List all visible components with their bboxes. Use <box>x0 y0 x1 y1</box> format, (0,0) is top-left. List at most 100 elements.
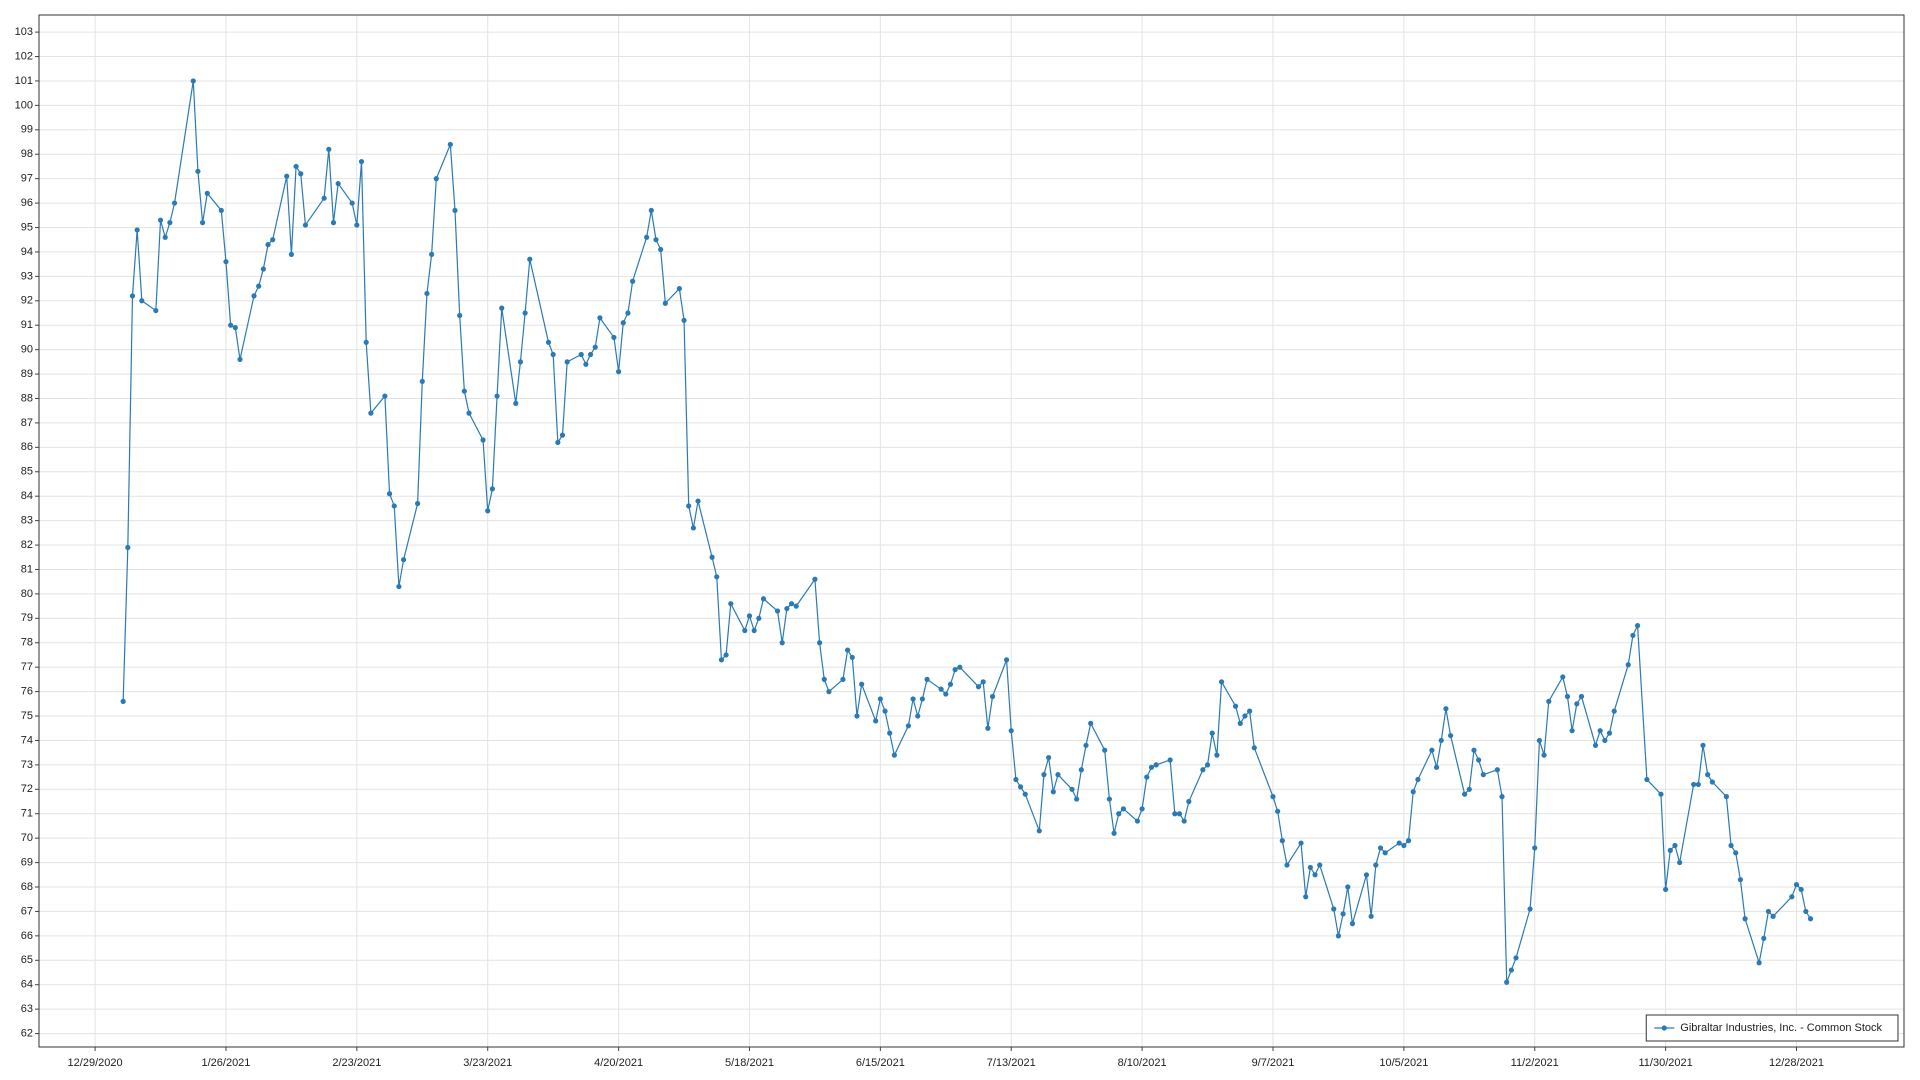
data-point <box>1793 881 1800 888</box>
data-point <box>1705 772 1711 778</box>
data-point <box>321 195 327 201</box>
y-tick-label: 84 <box>21 490 33 502</box>
data-point <box>630 278 636 284</box>
data-point <box>256 283 262 289</box>
data-point <box>195 168 201 174</box>
data-point <box>485 508 491 514</box>
y-tick-label: 80 <box>21 588 33 600</box>
data-point <box>1144 774 1150 780</box>
data-point <box>1368 913 1374 919</box>
y-tick-label: 85 <box>21 466 33 478</box>
data-point <box>162 234 168 240</box>
data-point <box>1120 806 1127 812</box>
data-point <box>1494 767 1500 773</box>
data-point <box>1349 921 1356 927</box>
data-point <box>1700 742 1706 748</box>
grid <box>39 15 1904 1047</box>
data-point <box>681 317 687 323</box>
data-point <box>975 684 982 690</box>
data-point <box>284 173 290 179</box>
data-point <box>1373 862 1379 868</box>
data-point <box>658 246 664 253</box>
x-tick-label: 12/28/2021 <box>1769 1057 1824 1069</box>
data-point <box>1597 728 1603 734</box>
data-point <box>816 640 823 646</box>
data-point <box>349 200 355 206</box>
x-tick-label: 4/20/2021 <box>594 1057 643 1069</box>
data-point <box>1111 830 1117 836</box>
data-point <box>723 652 729 658</box>
data-point <box>826 689 832 695</box>
data-point <box>980 679 986 685</box>
data-point <box>199 220 206 226</box>
data-point <box>760 596 767 602</box>
data-point <box>985 725 991 731</box>
data-point <box>1204 762 1211 768</box>
data-point <box>218 207 224 214</box>
y-tick-label: 88 <box>21 392 33 404</box>
data-point <box>957 664 963 670</box>
data-point <box>134 227 140 233</box>
legend-label: Gibraltar Industries, Inc. - Common Stoc… <box>1680 1022 1882 1034</box>
data-point <box>1592 742 1599 748</box>
data-point <box>415 500 421 507</box>
data-point <box>555 439 561 446</box>
x-tick-label: 12/29/2020 <box>68 1057 123 1069</box>
data-point <box>1106 796 1112 802</box>
data-point <box>559 432 566 438</box>
data-point <box>1807 916 1814 922</box>
x-tick-label: 1/26/2021 <box>201 1057 250 1069</box>
data-point <box>1396 840 1402 846</box>
data-point <box>1055 772 1061 778</box>
data-point <box>1462 791 1468 797</box>
data-point <box>1251 745 1257 751</box>
data-point <box>1083 742 1089 748</box>
data-point <box>270 237 276 243</box>
data-point <box>1069 786 1075 792</box>
data-point <box>644 234 650 240</box>
data-point <box>1275 808 1281 814</box>
data-point <box>1789 894 1795 900</box>
data-point <box>293 163 299 170</box>
data-point <box>1312 872 1318 878</box>
data-point <box>358 158 365 165</box>
y-tick-label: 100 <box>15 99 33 111</box>
y-tick-label: 73 <box>21 759 33 771</box>
data-point <box>1677 859 1683 866</box>
data-point <box>788 601 795 607</box>
x-tick-label: 7/13/2021 <box>987 1057 1036 1069</box>
data-point <box>1541 752 1547 758</box>
y-tick-label: 99 <box>21 124 33 136</box>
data-point <box>611 334 617 341</box>
data-point <box>167 220 173 226</box>
y-tick-label: 103 <box>15 26 33 38</box>
data-point <box>1041 772 1047 778</box>
y-tick-label: 62 <box>21 1027 33 1039</box>
data-point <box>1634 623 1641 629</box>
data-point <box>620 320 626 326</box>
x-tick-label: 6/15/2021 <box>856 1057 905 1069</box>
y-tick-label: 68 <box>21 881 33 893</box>
data-point <box>1578 693 1585 700</box>
data-point <box>1737 877 1744 883</box>
data-point <box>784 605 790 612</box>
y-tick-label: 87 <box>21 417 33 429</box>
data-point <box>873 718 879 724</box>
y-tick-label: 74 <box>21 734 33 746</box>
data-point <box>695 498 701 504</box>
data-point <box>419 378 425 384</box>
data-point <box>709 554 715 560</box>
y-tick-label: 94 <box>21 246 33 258</box>
y-tick-label: 96 <box>21 197 33 209</box>
data-point <box>1770 913 1776 919</box>
data-point <box>1611 708 1617 714</box>
data-point <box>1429 747 1435 753</box>
data-point <box>157 217 164 223</box>
data-point <box>228 322 234 328</box>
data-point <box>1480 772 1486 778</box>
data-point <box>457 312 463 319</box>
y-tick-label: 97 <box>21 173 33 185</box>
data-point <box>223 259 229 265</box>
data-point <box>859 681 865 687</box>
data-point <box>1247 708 1253 714</box>
